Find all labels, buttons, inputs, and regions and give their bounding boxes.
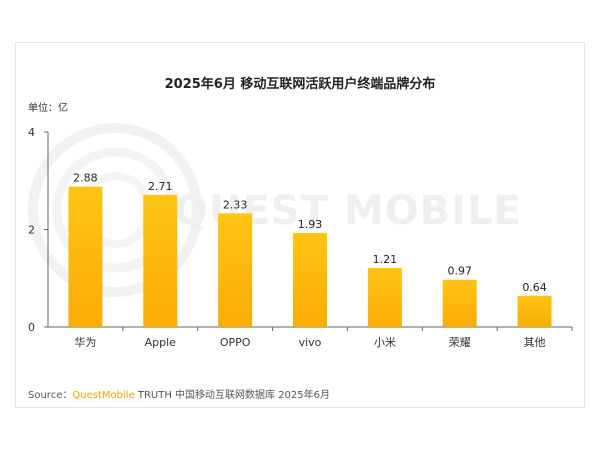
data-label: 2.33 <box>223 198 248 211</box>
source-suffix: TRUTH 中国移动互联网数据库 2025年6月 <box>134 390 331 401</box>
x-tick-label: 华为 <box>74 335 96 349</box>
x-tick-label: vivo <box>299 336 322 349</box>
x-tick-label: 荣耀 <box>449 336 471 349</box>
data-label: 2.71 <box>148 180 173 193</box>
source-note: Source：QuestMobile TRUTH 中国移动互联网数据库 2025… <box>28 386 330 401</box>
bar-4 <box>293 232 327 327</box>
y-tick-label: 2 <box>28 224 35 237</box>
bar-2 <box>143 194 178 327</box>
data-label: 1.21 <box>373 253 398 266</box>
chart-card <box>15 42 585 408</box>
bar-5 <box>367 268 402 327</box>
x-tick-label: 小米 <box>374 336 396 349</box>
x-tick-label: OPPO <box>220 336 251 349</box>
data-label: 0.97 <box>447 265 472 278</box>
x-tick-label: 其他 <box>524 336 546 349</box>
source-brand: QuestMobile <box>72 390 135 401</box>
chart-title: 2025年6月 移动互联网活跃用户终端品牌分布 <box>164 77 436 92</box>
x-tick-label: Apple <box>145 336 177 349</box>
data-label: 0.64 <box>522 281 547 294</box>
y-tick-label: 0 <box>28 321 35 334</box>
bar-1 <box>68 186 103 327</box>
bar-7 <box>517 295 552 327</box>
y-axis-unit-label: 单位：亿 <box>28 103 68 114</box>
data-label: 1.93 <box>298 218 323 231</box>
data-label: 2.88 <box>73 172 98 185</box>
source-prefix: Source： <box>28 390 73 401</box>
bar-3 <box>218 213 253 327</box>
y-tick-label: 4 <box>28 126 35 139</box>
bar-6 <box>442 279 477 327</box>
